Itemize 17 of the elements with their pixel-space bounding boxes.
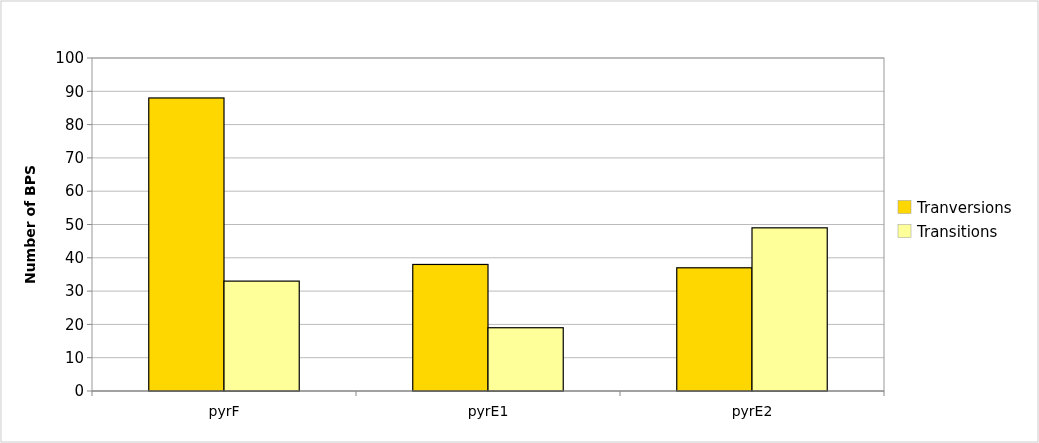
y-tick-label: 40 [64, 249, 84, 268]
y-tick-label: 90 [64, 82, 84, 101]
y-tick-label: 80 [64, 115, 84, 134]
y-tick-label: 60 [64, 182, 84, 201]
y-tick-label: 70 [64, 149, 84, 168]
y-tick-label: 0 [74, 382, 84, 401]
y-axis-title: Number of BPS [22, 164, 38, 285]
y-tick-label: 20 [64, 315, 84, 334]
y-tick-label: 50 [64, 215, 84, 234]
y-tick-label: 10 [64, 348, 84, 367]
legend-label: Transitions [916, 222, 998, 241]
x-tick-label: pyrF [208, 403, 240, 419]
x-tick-label: pyrE2 [731, 403, 773, 419]
x-tick-label: pyrE1 [467, 403, 509, 419]
legend-label: Tranversions [916, 198, 1012, 217]
y-tick-label: 100 [55, 49, 84, 68]
y-tick-label: 30 [64, 282, 84, 301]
